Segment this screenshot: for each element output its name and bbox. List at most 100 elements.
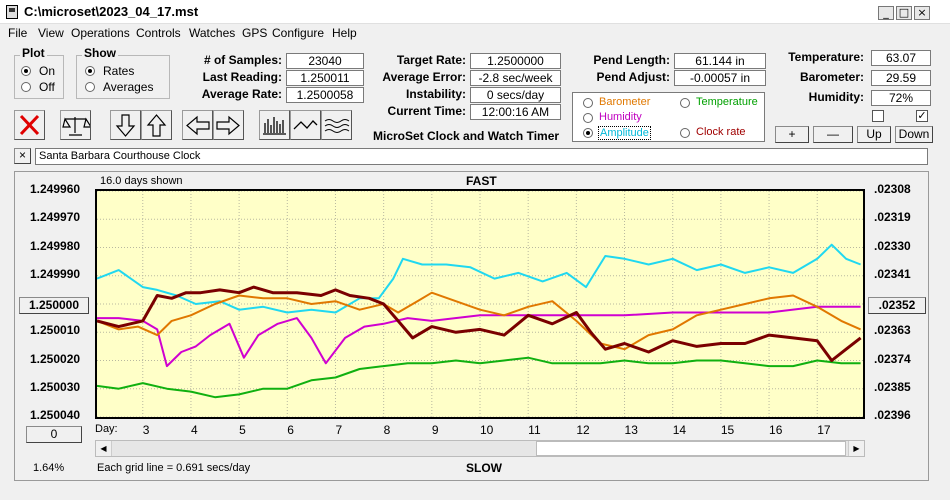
target-rate-label: Target Rate: [396,53,466,67]
day-tick-label: 3 [142,423,150,437]
menu-view[interactable]: View [38,26,64,40]
temperature-label: Temperature: [788,50,864,64]
plot-svg [97,191,863,417]
show-averages-radio[interactable] [85,82,95,92]
day-tick-label: 4 [190,423,198,437]
right-tick-label: .02319 [874,210,911,225]
day-tick-label: 10 [480,423,494,437]
series-radio-barometer[interactable] [583,98,593,108]
series-label-humidity: Humidity [599,111,642,123]
horizontal-scrollbar[interactable]: ◀ ▶ [95,440,865,457]
menu-gps[interactable]: GPS [242,26,268,40]
arrow-right-icon [216,115,240,136]
window-title: C:\microset\2023_04_17.mst [24,4,199,19]
last-reading-value: 1.250011 [286,70,364,86]
line-graph-button[interactable] [290,110,321,140]
minus-button[interactable]: — [813,126,853,143]
balance-button[interactable] [60,110,93,140]
day-tick-label: 17 [817,423,831,437]
menu-configure[interactable]: Configure [272,26,325,40]
checkbox-right[interactable]: ✓ [916,110,928,122]
arrow-left-button[interactable] [182,110,213,140]
slow-label: SLOW [466,461,502,475]
up-button[interactable]: Up [857,126,891,143]
plot-on-radio[interactable] [21,66,31,76]
close-watch-button[interactable]: × [14,148,31,164]
average-rate-label: Average Rate: [201,87,282,101]
day-tick-label: 16 [769,423,783,437]
pend-length-label: Pend Length: [593,53,670,67]
right-tick-label: .02308 [874,182,911,196]
line-graph-icon [293,120,318,130]
menu-controls[interactable]: Controls [136,26,181,40]
arrow-down-button[interactable] [110,110,141,140]
percent-label: 1.64% [33,462,65,474]
day-tick-label: 6 [287,423,294,437]
left-tick-label: 1.250020 [30,351,81,366]
day-axis: 3 4 5 6 7 8 9 10 11 12 13 14 15 16 17 [95,421,865,439]
down-button[interactable]: Down [895,126,933,143]
day-tick-label: 11 [528,423,541,437]
day-tick-label: 15 [720,423,735,437]
left-tick-label: 1.249990 [30,266,81,281]
right-tick-label: .02363 [874,323,911,338]
arrow-right-button[interactable] [213,110,244,140]
show-rates-label: Rates [103,64,135,78]
watch-name-input[interactable]: Santa Barbara Courthouse Clock [35,148,928,165]
pend-length-input[interactable]: 61.144 in [674,53,766,69]
minimize-icon[interactable]: _ [878,6,894,20]
histogram-icon [263,117,286,135]
plot-group-title: Plot [20,46,47,60]
series-clock-rate [97,285,862,362]
left-tick-label: 1.250010 [30,323,81,338]
scroll-left-icon[interactable]: ◀ [96,441,112,456]
fast-label: FAST [466,174,497,188]
barometer-value: 29.59 [871,70,931,86]
stop-button[interactable] [14,110,45,140]
right-tick-label: .02330 [874,238,911,253]
show-rates-radio[interactable] [85,66,95,76]
show-group [76,55,170,99]
right-tick-label: .02374 [874,351,911,366]
series-temperature [97,356,861,399]
average-rate-value: 1.2500058 [286,87,364,103]
scroll-thumb[interactable] [536,441,846,456]
series-radio-humidity[interactable] [583,113,593,123]
day-tick-label: 5 [239,423,246,437]
right-tick-label: .02341 [874,266,911,281]
plot-off-radio[interactable] [21,82,31,92]
center-amplitude-button[interactable]: .02352 [868,297,926,314]
left-tick-label: 1.249970 [30,210,81,225]
menu-help[interactable]: Help [332,26,357,40]
center-rate-button[interactable]: 1.250000 [19,297,89,314]
menu-watches[interactable]: Watches [189,26,236,40]
app-icon[interactable] [6,5,18,19]
samples-value: 23040 [286,53,364,69]
plus-button[interactable]: + [775,126,809,143]
menu-file[interactable]: File [8,26,28,40]
arrow-down-icon [115,114,136,137]
series-radio-temperature[interactable] [680,98,690,108]
histogram-button[interactable] [259,110,290,140]
zero-button[interactable]: 0 [26,426,82,443]
maximize-icon[interactable]: □ [896,6,912,20]
samples-label: # of Samples: [203,53,282,67]
check-icon: ✓ [917,110,927,122]
series-label-amplitude: Amplitude [598,126,651,140]
arrow-up-button[interactable] [141,110,172,140]
left-tick-label: 1.249960 [30,182,81,196]
humidity-label: Humidity: [808,90,864,104]
barometer-label: Barometer: [799,70,864,84]
app-caption: MicroSet Clock and Watch Timer [373,129,560,143]
scroll-right-icon[interactable]: ▶ [848,441,864,456]
wave-graph-button[interactable] [321,110,352,140]
menu-operations[interactable]: Operations [71,26,130,40]
series-radio-amplitude[interactable] [583,128,593,138]
day-tick-label: 9 [431,423,439,437]
series-radio-clock-rate[interactable] [680,128,690,138]
pend-adjust-label: Pend Adjust: [596,70,670,84]
target-rate-input[interactable]: 1.2500000 [470,53,561,69]
checkbox-left[interactable] [872,110,884,122]
close-icon[interactable]: × [914,6,930,20]
show-group-title: Show [82,46,118,60]
